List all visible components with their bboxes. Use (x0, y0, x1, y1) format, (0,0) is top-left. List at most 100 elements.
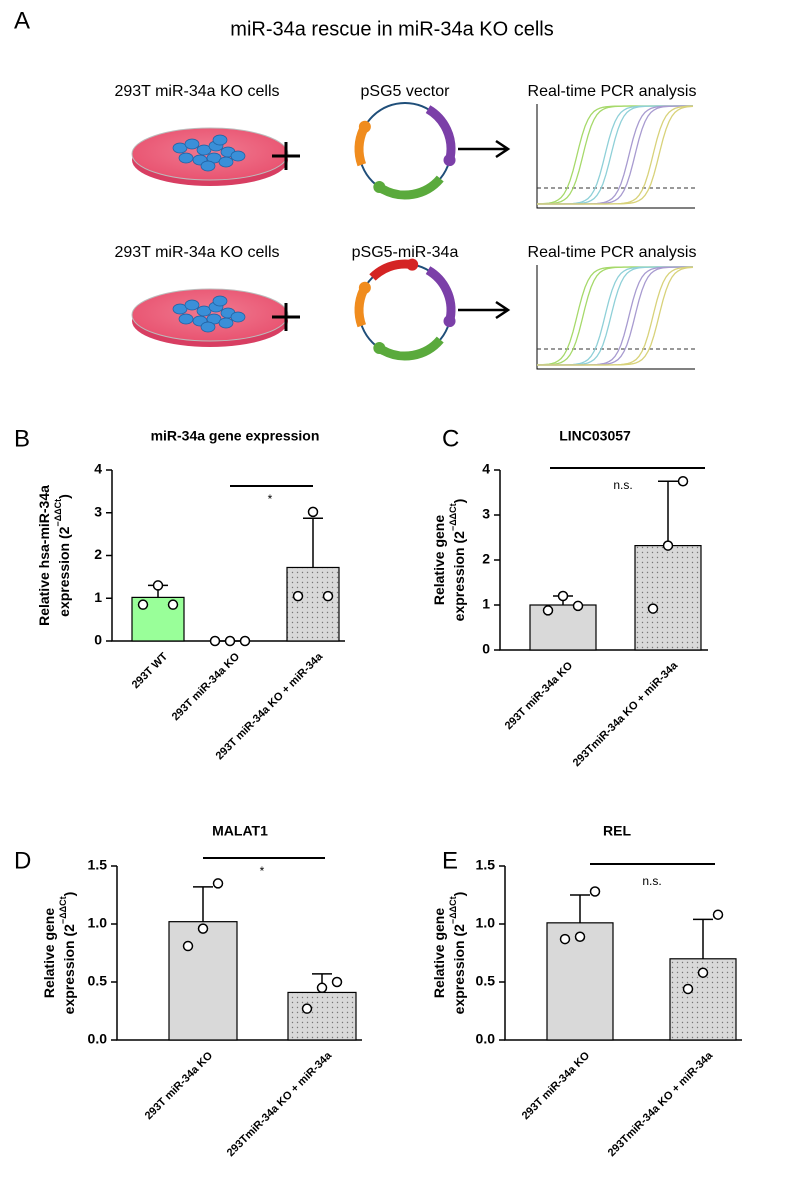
data-point (677, 476, 689, 487)
schematic: 293T miR-34a KO cells pSG5 vector Real-tim… (114, 83, 696, 370)
data-point (167, 599, 179, 610)
x-tick-label: 293T miR-34a KO (143, 1049, 216, 1122)
y-tick-label: 2 (482, 551, 490, 567)
y-axis-label-text: Relative hsa-miR-34a (36, 485, 52, 626)
y-axis-label: expression (2−ΔΔCt) (53, 494, 71, 617)
bar (529, 604, 597, 651)
cell (212, 134, 228, 146)
pcr-axes (536, 104, 695, 209)
y-axis-label: Relative gene (431, 908, 447, 998)
data-point (137, 599, 149, 610)
plasmid-gene (354, 288, 368, 328)
cell (200, 321, 216, 333)
data-point (542, 605, 554, 616)
plasmid-gene-tip (373, 181, 386, 194)
data-point (197, 923, 209, 934)
data-point (557, 590, 569, 602)
data-point (239, 635, 251, 647)
y-tick-label: 0 (94, 632, 102, 648)
plus (272, 142, 300, 170)
chart-title: MALAT1 (212, 823, 268, 839)
data-point (559, 933, 571, 945)
y-axis-label: Relative gene (431, 515, 447, 605)
y-axis-label-text: Relative gene (431, 908, 447, 998)
chart-title: LINC03057 (559, 428, 631, 444)
bar (286, 566, 340, 642)
data-point (662, 540, 674, 551)
y-axis-label-text: Relative gene (41, 908, 57, 998)
bar-chart: D MALAT1 Relative gene expression (2−ΔΔCt) 0… (14, 823, 362, 1159)
bar (287, 991, 357, 1041)
y-tick-label: 0.0 (476, 1031, 496, 1047)
significance-label: * (268, 492, 273, 506)
significance-label: n.s. (642, 874, 661, 888)
y-tick-label: 0.0 (88, 1031, 108, 1047)
x-tick-label: 293T miR-34a KO (520, 1049, 593, 1122)
plasmid-gene (369, 259, 410, 281)
error-bar (303, 517, 323, 568)
y-tick-label: 1.5 (88, 857, 108, 873)
plasmid-gene (425, 266, 456, 319)
y-axis-label-end: ) (451, 499, 467, 504)
cell (230, 150, 246, 162)
cell (172, 142, 188, 154)
cell (178, 152, 194, 164)
y-axis-label-sup: −ΔΔCt (448, 896, 458, 924)
arrow (458, 300, 511, 320)
y-tick-label: 0 (482, 641, 490, 657)
y-axis-label-text: expression (2 (451, 924, 467, 1014)
y-tick-label: 4 (482, 461, 490, 477)
data-point (712, 909, 724, 920)
data-point (316, 982, 328, 994)
y-axis-label-sup: −ΔΔCt (58, 896, 68, 924)
data-point (209, 635, 221, 647)
y-tick-label: 1 (94, 589, 102, 605)
cells-label: 293T miR-34a KO cells (114, 244, 279, 261)
y-tick-label: 0.5 (476, 973, 496, 989)
data-point (331, 976, 343, 988)
y-tick-label: 3 (482, 506, 490, 522)
y-axis-label-end: ) (451, 892, 467, 897)
cell (218, 317, 234, 329)
arrow (458, 139, 511, 159)
data-point (589, 886, 601, 897)
y-tick-label: 2 (94, 546, 102, 562)
plasmid-gene-tip (358, 120, 371, 133)
data-point (697, 967, 709, 978)
data-point (182, 940, 194, 952)
y-tick-label: 1 (482, 596, 490, 612)
y-axis-label: Relative hsa-miR-34a (36, 485, 52, 626)
significance-label: * (260, 864, 265, 878)
bar (546, 922, 614, 1041)
plasmid-gene-tip (443, 154, 456, 167)
x-tick-label: 293TmiR-34a KO + miR-34a (606, 1049, 716, 1159)
x-tick-label: 293T WT (130, 650, 171, 691)
cell (196, 305, 212, 317)
cell (230, 311, 246, 323)
chart-title: miR-34a gene expression (151, 428, 320, 444)
y-axis-label: Relative gene (41, 908, 57, 998)
plasmid-gene (425, 105, 456, 158)
y-axis-label-text: expression (2 (451, 531, 467, 621)
cell (218, 156, 234, 168)
cell (178, 313, 194, 325)
x-tick-label: 293TmiR-34a KO + miR-34a (571, 659, 681, 769)
x-tick-label: 293TmiR-34a KO + miR-34a (225, 1049, 335, 1159)
y-tick-label: 3 (94, 503, 102, 519)
bar-chart: C LINC03057 Relative gene expression (2−ΔΔC… (431, 425, 708, 769)
cells-label: 293T miR-34a KO cells (114, 83, 279, 100)
y-axis-label-text: expression (2 (56, 526, 72, 616)
y-tick-label: 1.0 (476, 915, 496, 931)
y-axis-label: expression (2−ΔΔCt) (448, 499, 466, 622)
panel-letter: A (14, 7, 30, 34)
data-point (301, 1003, 313, 1014)
cell (184, 138, 200, 150)
bar (634, 544, 702, 651)
data-point (292, 590, 304, 602)
error-bar (693, 918, 713, 959)
x-tick-label: 293T miR-34a KO (503, 659, 576, 732)
x-tick-label: 293T miR-34a KO (170, 650, 243, 723)
data-point (572, 600, 584, 612)
schematic-title: miR-34a rescue in miR-34a KO cells (230, 18, 553, 40)
